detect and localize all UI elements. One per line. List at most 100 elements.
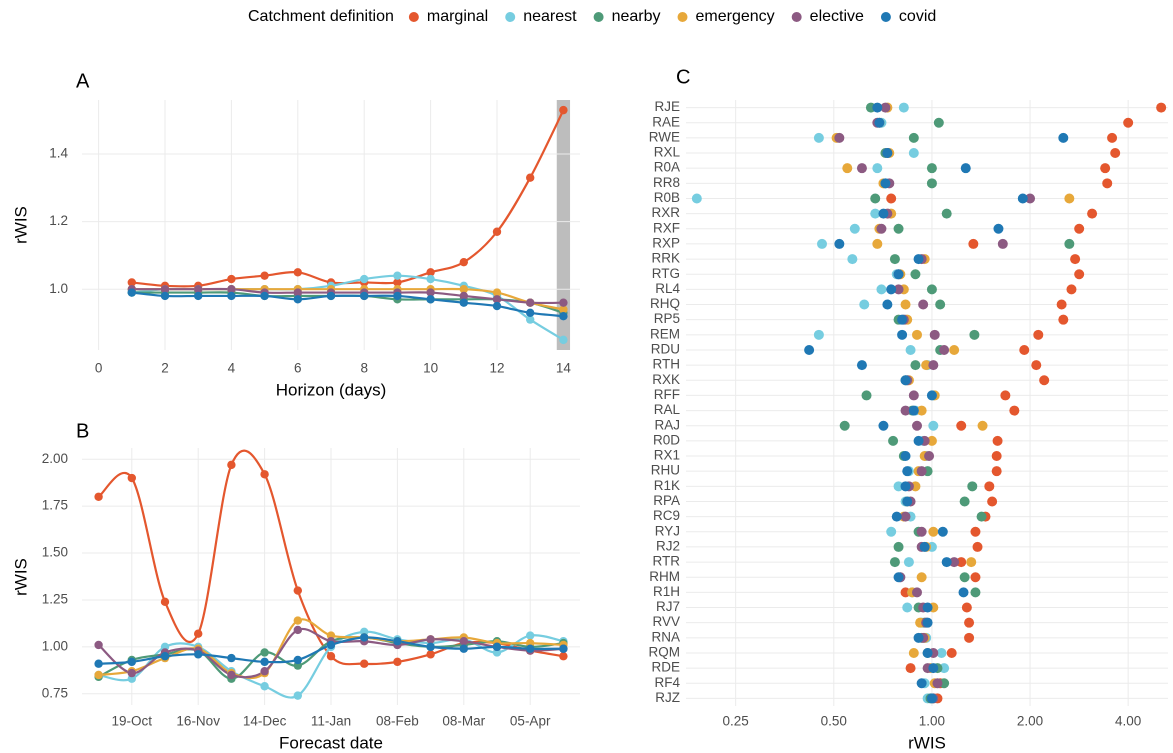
point [913, 254, 924, 265]
point [908, 647, 919, 658]
point [872, 238, 883, 249]
x-tick-label: 14 [556, 361, 572, 376]
point [160, 291, 170, 301]
y-tick-label: RX1 [654, 448, 680, 463]
legend-label: emergency [696, 8, 775, 25]
legend-marker [791, 12, 802, 22]
point [426, 295, 435, 304]
point [893, 284, 904, 295]
y-tick-label: RAJ [654, 417, 680, 432]
y-tick-label: RP5 [654, 311, 680, 326]
y-tick-label: RXR [651, 205, 680, 220]
y-tick-label: 1.2 [49, 213, 68, 228]
point [908, 405, 919, 416]
point [559, 305, 568, 314]
point [459, 637, 468, 646]
y-tick-label: RDE [651, 660, 680, 675]
point [893, 223, 904, 234]
y-tick-label: RXL [654, 145, 681, 160]
point [919, 541, 930, 552]
point [160, 652, 170, 661]
point [878, 208, 889, 219]
point [897, 329, 908, 340]
point [880, 178, 891, 189]
y-tick-label: 1.25 [42, 592, 68, 607]
point [842, 163, 853, 174]
point [393, 278, 402, 287]
y-tick-label: RTG [652, 266, 680, 281]
y-tick-label: RXP [652, 235, 680, 250]
point [893, 481, 904, 492]
point [293, 655, 302, 665]
point [902, 602, 913, 613]
point [910, 360, 921, 371]
point [941, 208, 952, 219]
point [893, 541, 904, 552]
point [900, 451, 911, 462]
point [559, 644, 568, 653]
point [1123, 117, 1134, 128]
point [932, 678, 943, 689]
x-tick-label: 6 [294, 361, 302, 376]
y-tick-label: RHU [651, 463, 680, 478]
point [900, 511, 911, 522]
point [526, 298, 535, 307]
x-axis-label: Forecast date [279, 733, 383, 752]
point [360, 633, 369, 642]
y-tick-label: RYJ [655, 523, 680, 538]
point [905, 663, 916, 674]
point [941, 557, 952, 568]
point [839, 420, 850, 431]
point [861, 390, 872, 401]
y-tick-label: R0D [653, 432, 680, 447]
point [913, 632, 924, 643]
point [326, 652, 336, 661]
point [1039, 375, 1050, 386]
point [393, 637, 402, 646]
point [559, 105, 568, 115]
point [959, 496, 970, 507]
point [160, 284, 170, 294]
point [127, 473, 136, 483]
y-tick-label: 1.75 [42, 498, 68, 513]
point [889, 557, 900, 568]
point [898, 102, 909, 113]
point [393, 657, 402, 667]
point [426, 635, 435, 644]
point [1025, 193, 1036, 204]
panel-title: B [76, 420, 89, 442]
highlight-band [556, 100, 571, 350]
point [949, 557, 960, 568]
x-tick-label: 10 [423, 361, 438, 376]
point [426, 650, 435, 659]
point [961, 602, 972, 613]
point [959, 572, 970, 583]
y-tick-label: RVV [652, 614, 680, 629]
point [912, 587, 923, 598]
point [94, 659, 103, 668]
point [964, 632, 975, 643]
point [817, 238, 828, 249]
point [882, 299, 893, 310]
point [992, 435, 1003, 446]
y-tick-label: REM [650, 326, 680, 341]
point [870, 193, 881, 204]
point [526, 315, 535, 324]
point [956, 420, 967, 431]
point [1033, 329, 1044, 340]
point [459, 284, 468, 294]
point [993, 223, 1004, 234]
point [326, 291, 336, 301]
point [1019, 344, 1030, 355]
point [926, 390, 937, 401]
y-tick-label: RAE [652, 114, 680, 129]
legend-label: marginal [427, 8, 488, 25]
point [459, 257, 468, 267]
point [227, 274, 236, 284]
y-axis-label: rWIS [11, 558, 30, 596]
y-tick-label: 2.00 [42, 451, 68, 466]
point [908, 132, 919, 143]
point [900, 481, 911, 492]
point [916, 466, 927, 477]
legend-label: elective [810, 8, 864, 25]
